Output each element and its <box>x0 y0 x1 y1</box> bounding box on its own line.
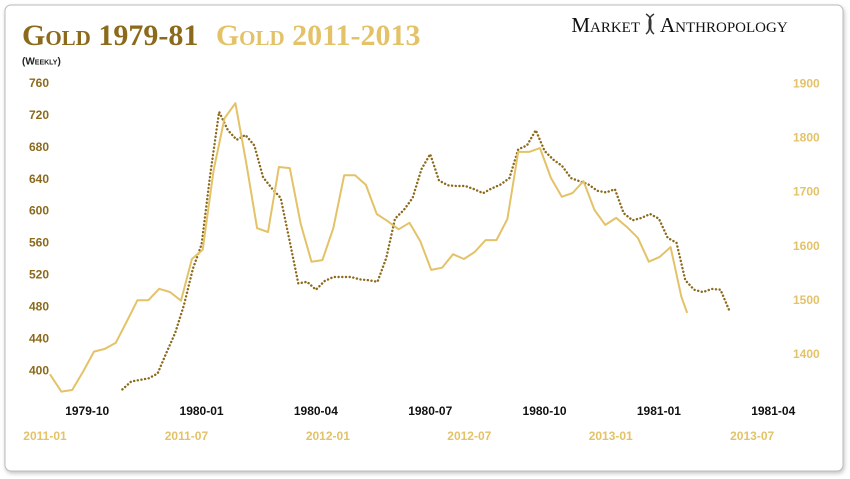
x2-tick-label: 2011-01 <box>23 429 67 443</box>
x-tick-label: 1980-07 <box>408 404 452 418</box>
y-tick-label: 760 <box>29 76 49 90</box>
y2-tick-label: 1600 <box>793 239 820 253</box>
x-tick-label: 1981-04 <box>751 404 795 418</box>
title-part: Gold 2011-2013 <box>216 19 421 52</box>
y-tick-label: 720 <box>29 108 49 122</box>
x2-tick-label: 2012-01 <box>306 429 350 443</box>
x-tick-label: 1979-10 <box>65 404 109 418</box>
y2-tick-label: 1900 <box>793 76 820 90</box>
series-line <box>121 110 731 391</box>
x2-tick-label: 2011-07 <box>165 429 209 443</box>
y-tick-label: 520 <box>29 268 49 282</box>
x2-tick-label: 2013-07 <box>730 429 774 443</box>
y-tick-label: 680 <box>29 140 49 154</box>
y-tick-label: 480 <box>29 299 49 313</box>
series-line <box>49 102 688 393</box>
y-tick-label: 600 <box>29 204 49 218</box>
y-tick-label: 560 <box>29 236 49 250</box>
x2-tick-label: 2012-07 <box>447 429 491 443</box>
y2-tick-label: 1700 <box>793 185 820 199</box>
x-tick-label: 1981-01 <box>637 404 681 418</box>
chart-title: Gold 1979-81 Gold 2011-2013 <box>22 19 421 52</box>
brand: Market <box>571 13 640 37</box>
x2-tick-label: 2013-01 <box>589 429 633 443</box>
y-tick-label: 640 <box>29 172 49 186</box>
frame <box>4 4 844 472</box>
y2-tick-label: 1400 <box>793 347 820 361</box>
title-part: Gold 1979-81 <box>22 19 198 52</box>
y-tick-label: 400 <box>29 363 49 377</box>
y-tick-label: 440 <box>29 331 49 345</box>
brand-icon <box>645 13 655 35</box>
x-tick-label: 1980-10 <box>523 404 567 418</box>
x-tick-label: 1980-01 <box>180 404 224 418</box>
subtitle: (Weekly) <box>22 57 61 68</box>
y2-tick-label: 1500 <box>793 293 820 307</box>
y2-tick-label: 1800 <box>793 131 820 145</box>
brand: Anthropology <box>660 13 788 37</box>
x-tick-label: 1980-04 <box>294 404 338 418</box>
